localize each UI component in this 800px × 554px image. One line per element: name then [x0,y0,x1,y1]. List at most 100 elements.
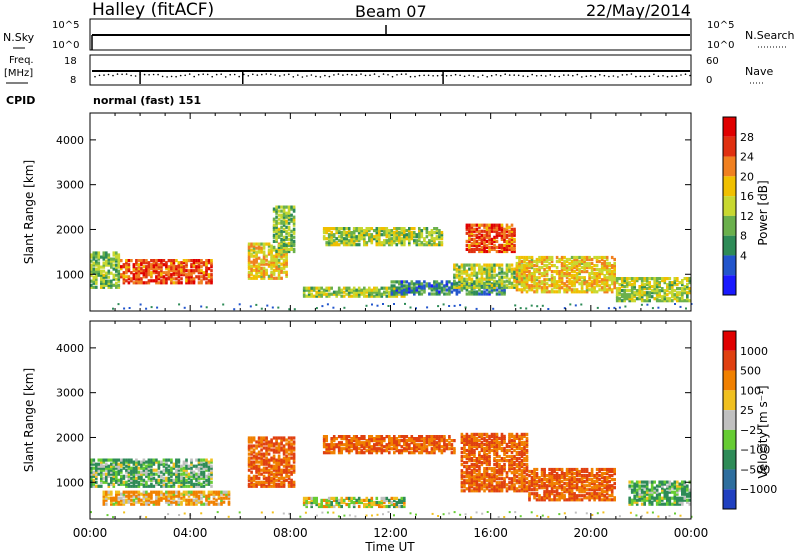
v-cell [495,438,499,442]
v-cell [105,464,108,468]
v-cell [490,448,494,453]
p-cell [645,283,649,287]
v-cell [122,492,126,496]
p-cell [520,282,524,286]
v-cell [480,475,484,479]
v-cell [275,450,278,454]
p-cell [573,257,576,262]
p-cell [160,279,163,283]
v-cell [292,464,296,468]
v-cell [395,449,399,453]
v-cell [423,437,426,441]
v-cell [493,487,496,491]
p-cell [543,264,546,268]
p-cell [292,243,296,247]
p-cell [583,257,586,262]
v-cell [140,478,143,482]
p-cell [543,255,546,260]
p-cell [505,239,509,243]
p-cell [150,265,153,269]
p-cell [352,229,356,233]
v-cell [217,490,221,494]
p-cell [430,288,434,292]
p-cell [578,268,581,272]
p-cell [610,280,614,284]
p-cell [610,276,614,280]
p-cell [488,292,491,296]
v-cell [485,463,489,467]
p-cell [603,264,606,268]
p-cell [272,268,276,272]
v-cell [322,443,326,447]
p-cell [523,286,526,290]
v-cell [275,458,278,462]
p-cell [498,223,501,227]
p-cell [385,288,389,292]
v-cell [290,470,293,474]
v-cell [490,475,494,479]
p-cell [543,284,546,288]
v-cell [175,476,178,480]
p-cell [528,278,531,282]
nave-dot [567,74,570,76]
v-cell [200,496,203,500]
p-cell [480,229,484,233]
v-cell [252,436,256,440]
p-cell [678,291,682,295]
p-cell [525,290,529,294]
p-cell [102,261,106,265]
v-cell [185,502,188,506]
v-cell [135,462,138,466]
p-cell [653,287,656,291]
v-cell [150,490,153,494]
p-cell [345,288,348,292]
p-cell [342,239,346,243]
v-cell [145,482,148,486]
p-cell [260,262,263,266]
p-cell [500,237,504,241]
v-cell [460,457,464,461]
v-cell [255,464,258,468]
p-cell [290,233,293,237]
v-cell [460,440,464,444]
p-cell [200,281,203,285]
p-cell [152,265,156,269]
p-cell [600,272,604,276]
p-cell [270,248,273,252]
v-cell [102,466,106,470]
v-cell [150,478,153,482]
p-cell [460,265,464,269]
p-cell [425,243,429,247]
p-cell [360,288,363,292]
v-cell [357,443,361,447]
p-cell [615,289,619,293]
p-cell [475,239,479,243]
p-cell [95,255,98,259]
p-cell [625,289,629,293]
p-cell [97,253,101,257]
p-cell [257,268,261,272]
p-cell [610,290,614,294]
p-cell [115,259,118,263]
p-cell [640,299,644,303]
v-cell [470,477,474,481]
v-cell [197,476,201,480]
p-cell [470,223,474,227]
v-cell [340,451,343,455]
v-cell [267,484,271,488]
p-cell [623,277,626,281]
v-cell [132,502,136,506]
p-cell [620,281,624,285]
p-cell [585,282,589,286]
v-cell [413,441,416,445]
p-cell [513,275,516,279]
v-cell [117,470,121,474]
v-cell [260,480,263,484]
nave-dot [328,75,331,78]
p-speckle [205,306,208,309]
v-cell [405,449,409,453]
v-cell [127,496,131,500]
p-cell [365,241,369,245]
v-cell [388,504,391,509]
p-cell [498,225,501,229]
